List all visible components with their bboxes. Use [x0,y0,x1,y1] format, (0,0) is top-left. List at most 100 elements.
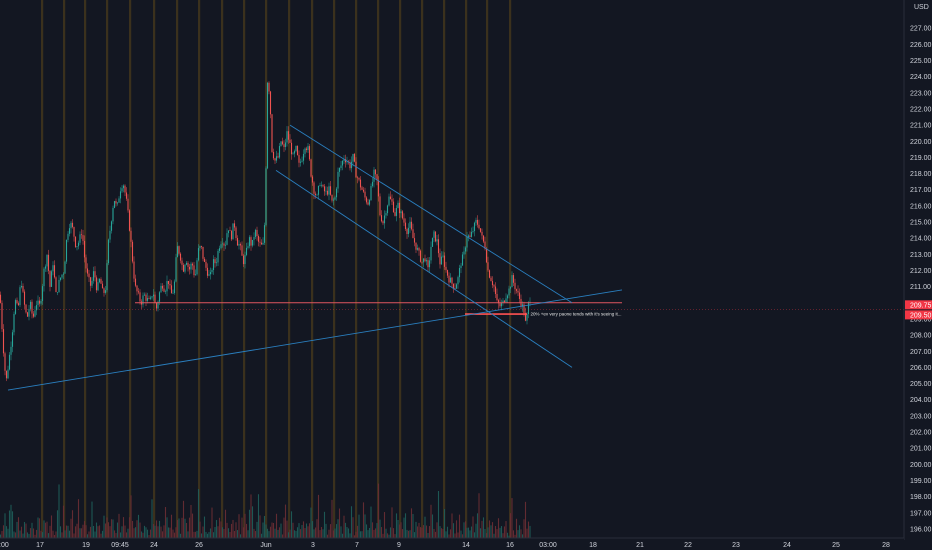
candle-body-200 [299,161,302,163]
volume-bar-43 [64,530,66,538]
volume-bar-46 [68,530,71,538]
volume-bar-202 [302,521,305,538]
candle-body-87 [130,230,132,242]
candle-body-188 [281,141,284,145]
candle-body-101 [151,296,153,298]
candle-body-306 [458,267,461,278]
candle-body-163 [244,254,246,265]
candle-body-172 [257,236,260,242]
volume-bar-319 [478,493,480,538]
candle-body-36 [53,265,56,278]
volume-bar-325 [487,527,489,538]
candle-body-98 [146,298,149,301]
trend-lines[interactable] [7,124,623,391]
annotation-box[interactable] [529,310,613,318]
candle-body-224 [335,188,338,198]
candle-body-116 [173,281,176,294]
price-tick-13: 209.00 [910,316,932,323]
candle-body-185 [277,156,279,158]
candle-body-160 [239,244,242,246]
volume-bar-247 [370,506,372,538]
candle-body-220 [329,186,332,195]
candle-body-333 [499,303,501,307]
volume-bar-276 [413,532,416,538]
candle-body-292 [437,239,440,254]
last-price-tag-bg [905,300,932,310]
time-axis[interactable]: 09:00 17 19 09:45 24 26 Jun 3 7 9 14 16 03:00 18 21 22 2… [0,542,890,549]
volume-bar-5 [7,528,9,538]
candle-body-29 [43,268,45,287]
volume-bar-94 [140,531,143,538]
volume-bar-163 [244,513,246,538]
volume-bar-106 [158,520,161,538]
candle-body-314 [470,231,473,237]
candle-body-132 [197,248,200,261]
trend-line-0[interactable] [7,289,623,391]
session-band-8 [221,0,224,538]
annotation-text[interactable]: 20% +ev very paone tends with it's seein… [531,312,622,317]
candle-body-179 [268,82,270,92]
volume-bar-188 [281,534,284,538]
volume-bar-211 [316,519,318,538]
volume-bar-336 [503,526,506,538]
price-tick-8: 204.00 [910,397,932,404]
annotation-group[interactable]: 20% +ev very paone tends with it's seein… [529,310,622,318]
volume-bar-235 [352,517,354,538]
volume-bar-316 [473,532,476,538]
volume-bar-196 [293,530,296,538]
volume-bar-244 [365,524,368,538]
volume-bar-245 [367,530,369,538]
volume-bar-334 [500,526,503,538]
price-axis[interactable]: 196.00 197.00 198.00 199.00 200.00 201.00 202.… [910,26,932,534]
volume-bar-17 [25,523,27,538]
candle-body-189 [283,144,285,148]
volume-bar-240 [359,531,362,538]
candle-body-287 [430,246,432,261]
volume-bar-274 [410,508,413,538]
candle-body-250 [374,169,377,175]
candle-body-319 [478,224,480,229]
volume-bar-158 [236,530,239,538]
session-band-2 [84,0,87,538]
price-tick-9: 205.00 [910,381,932,388]
volume-bar-132 [197,489,200,538]
volume-bar-209 [313,529,315,538]
candle-body-248 [371,181,374,187]
candle-body-51 [76,246,78,247]
trend-line-1[interactable] [289,124,573,304]
volume-bar-180 [269,526,272,538]
volume-bar-29 [43,520,45,538]
candle-body-257 [385,213,387,216]
candle-body-324 [485,248,488,263]
candle-body-11 [16,300,18,304]
candle-body-320 [479,228,482,232]
volume-bar-169 [253,528,255,538]
candle-body-54 [80,234,83,236]
volume-bar-290 [434,531,437,538]
candle-body-35 [52,265,54,272]
volume-bar-170 [254,531,257,538]
price-tick-11: 207.00 [910,349,932,356]
candle-body-62 [92,271,95,281]
volume-bar-264 [395,513,398,538]
candle-body-5 [7,369,9,379]
volume-bar-251 [376,523,378,538]
trend-line-2[interactable] [275,169,573,368]
volume-bar-121 [181,517,183,538]
volume-bar-39 [58,484,60,538]
candle-body-239 [358,177,360,180]
volume-bar-208 [311,521,314,538]
volume-bar-50 [74,526,77,538]
volume-bar-138 [206,533,209,538]
candle-body-260 [389,196,392,200]
volume-bar-90 [134,527,137,538]
volume-bar-347 [520,529,522,538]
volume-bar-153 [229,531,231,538]
volume-bar-167 [250,494,252,538]
volume-bar-339 [508,535,510,538]
volume-bar-308 [461,534,464,538]
session-band-20 [486,0,489,538]
candle-body-229 [343,159,345,161]
candle-body-60 [89,277,92,286]
